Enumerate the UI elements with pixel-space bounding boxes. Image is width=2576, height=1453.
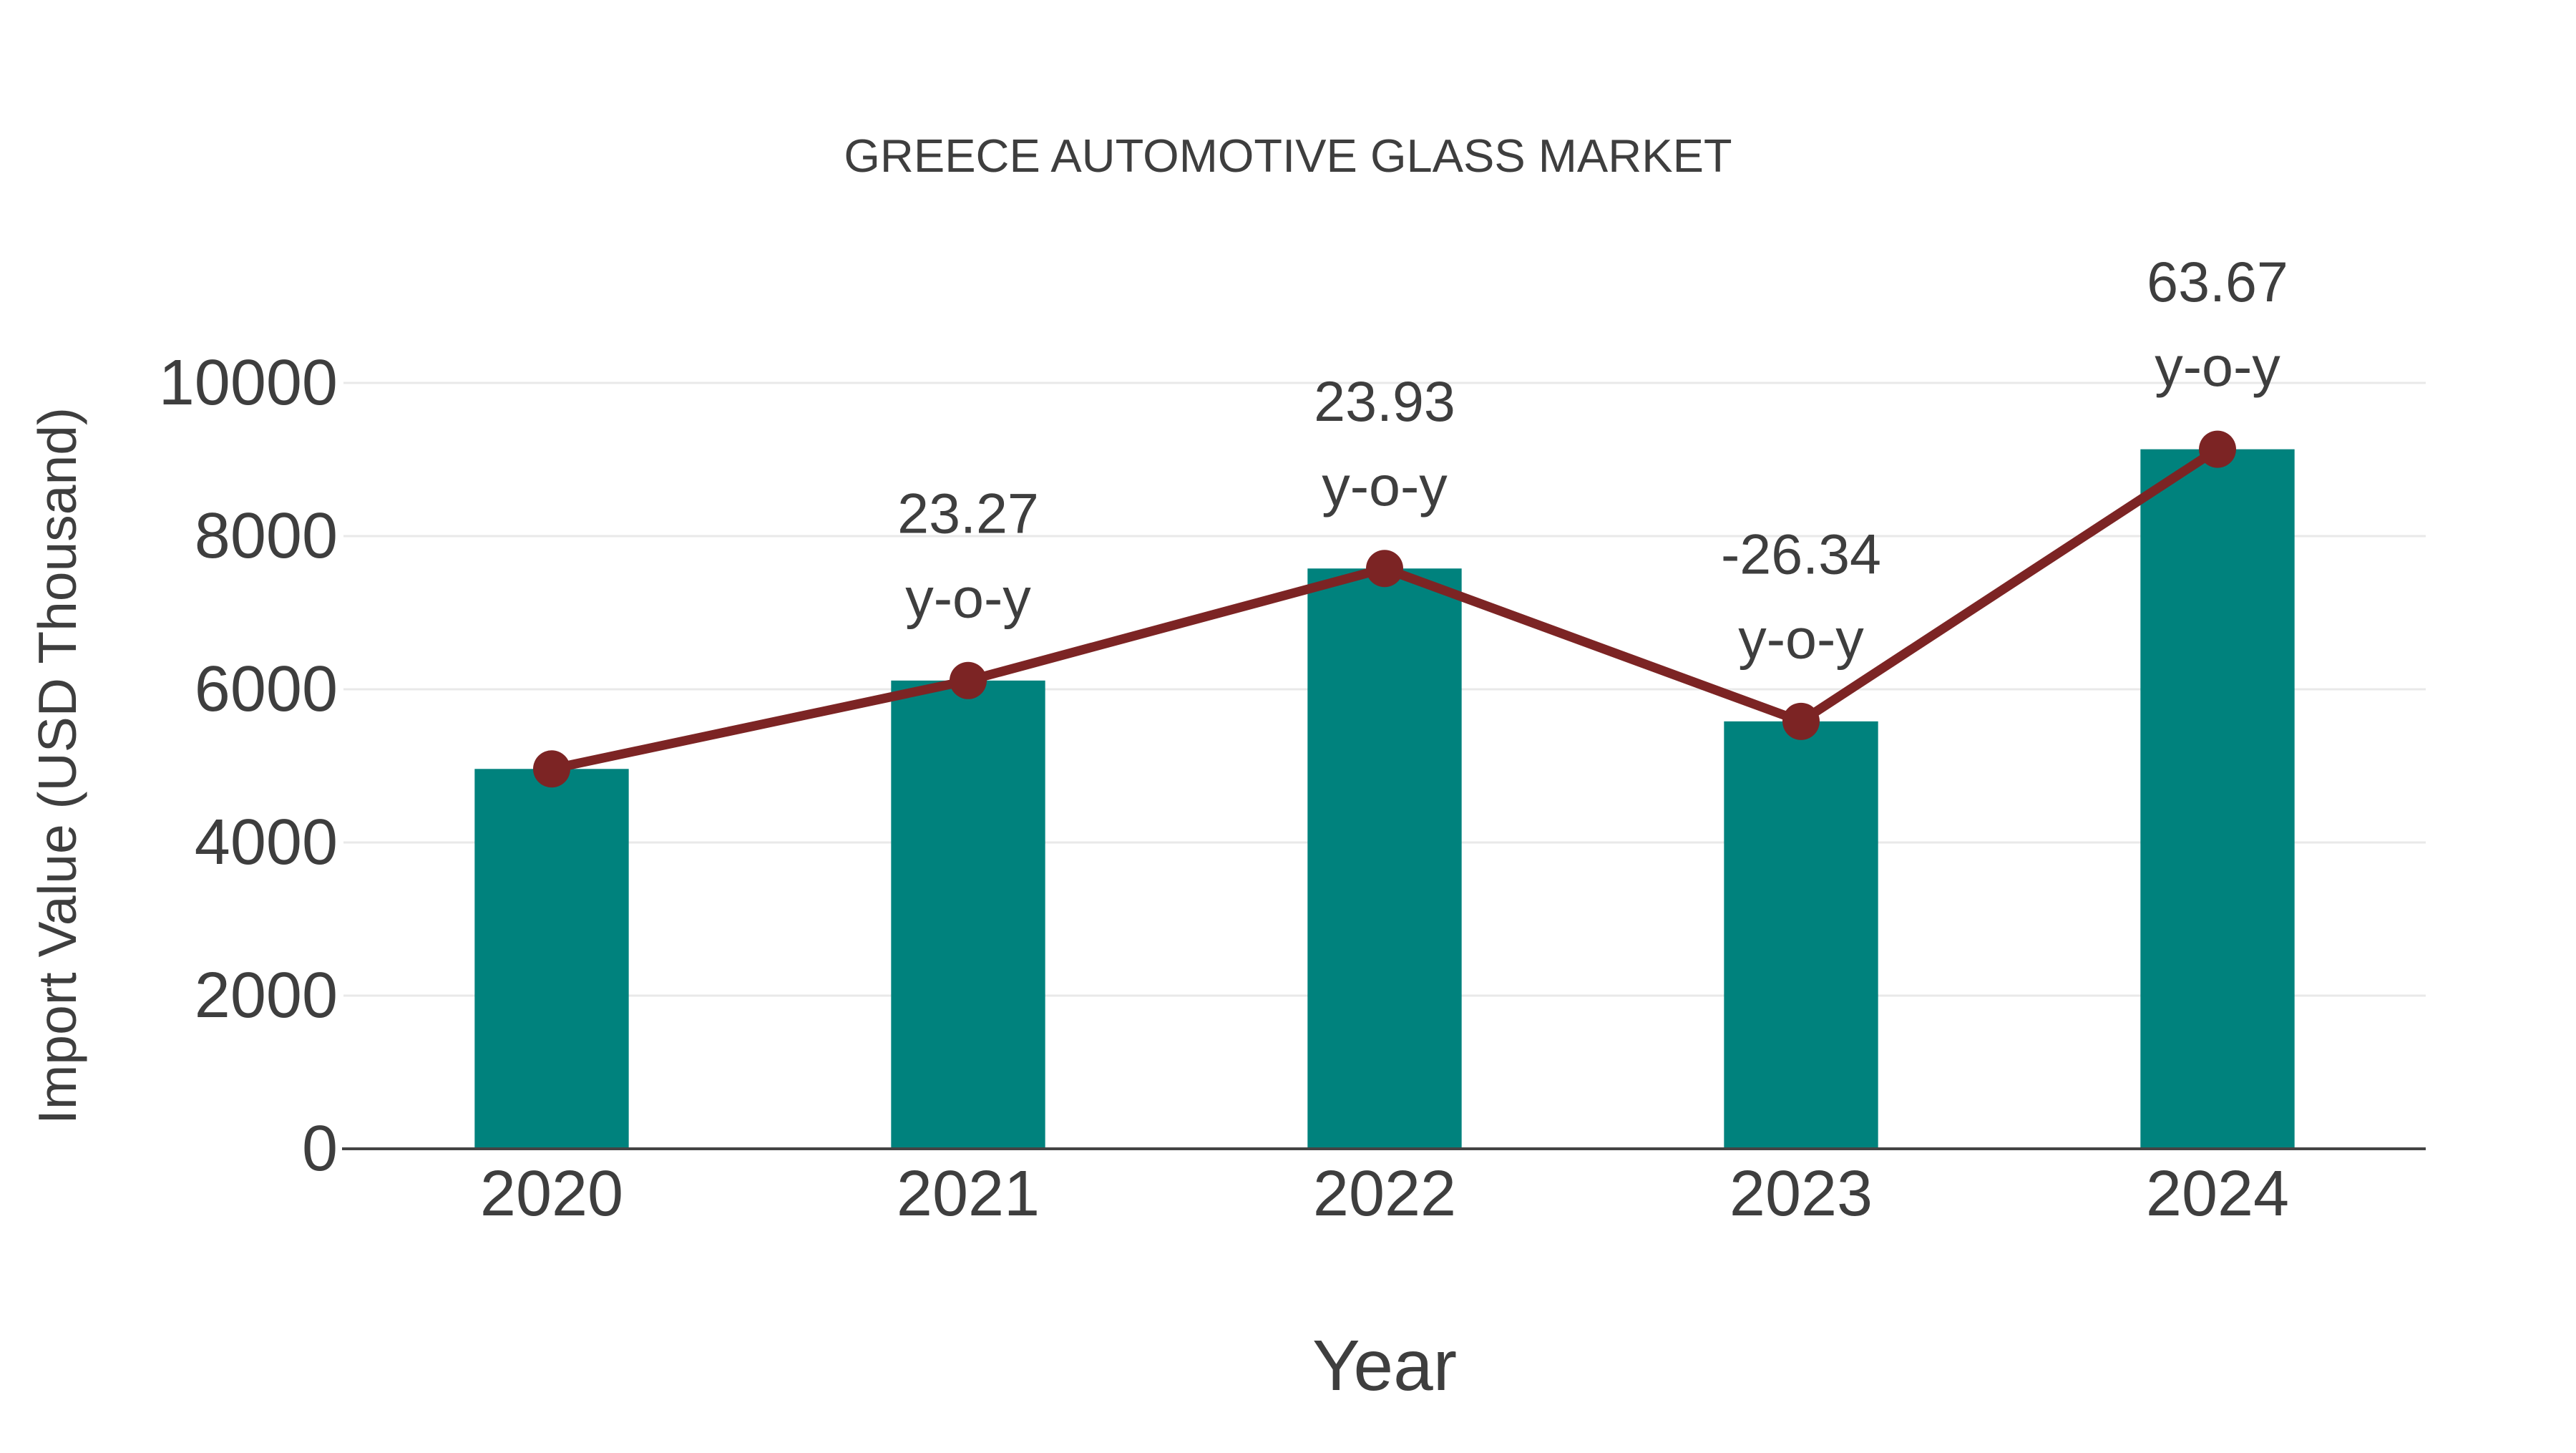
x-tick-label-2023: 2023 <box>1729 1158 1873 1230</box>
annotation-label-2021: y-o-y <box>905 565 1031 629</box>
annotation-label-2023: y-o-y <box>1738 606 1864 670</box>
tick-labels: 0 2000 4000 6000 8000 10000 2020 2021 2022 2023 20… <box>159 347 2289 1230</box>
bar-series <box>474 449 2295 1149</box>
x-tick-label-2024: 2024 <box>2146 1158 2289 1230</box>
y-tick-label-6000: 6000 <box>195 653 338 725</box>
annotation-value-2024: 63.67 <box>2147 250 2288 314</box>
annotations: 23.27 y-o-y 23.93 y-o-y -26.34 y-o-y 63.67 y-o-… <box>897 250 2288 670</box>
bar-2022[interactable] <box>1307 568 1462 1149</box>
y-tick-label-10000: 10000 <box>159 347 338 419</box>
bar-2020[interactable] <box>474 769 629 1149</box>
y-axis-title: Import Value (USD Thousand) <box>27 407 87 1124</box>
bar-2024[interactable] <box>2140 449 2295 1149</box>
annotation-value-2022: 23.93 <box>1314 369 1455 433</box>
trend-marker-2021[interactable] <box>950 661 987 699</box>
x-axis-title: Year <box>1312 1326 1457 1406</box>
y-tick-label-2000: 2000 <box>195 960 338 1031</box>
x-tick-label-2021: 2021 <box>897 1158 1040 1230</box>
x-tick-label-2022: 2022 <box>1313 1158 1456 1230</box>
annotation-label-2024: y-o-y <box>2155 334 2280 398</box>
chart-title: GREECE AUTOMOTIVE GLASS MARKET <box>844 130 1732 182</box>
y-tick-label-4000: 4000 <box>195 807 338 878</box>
trend-marker-2022[interactable] <box>1366 550 1403 588</box>
annotation-label-2022: y-o-y <box>1322 454 1448 517</box>
x-tick-label-2020: 2020 <box>480 1158 623 1230</box>
bar-2021[interactable] <box>891 680 1045 1149</box>
trend-line-series <box>533 430 2236 788</box>
trend-marker-2020[interactable] <box>533 750 570 788</box>
annotation-value-2023: -26.34 <box>1721 522 1881 585</box>
bar-2023[interactable] <box>1724 721 1878 1149</box>
trend-marker-2023[interactable] <box>1782 702 1820 740</box>
trend-marker-2024[interactable] <box>2199 430 2236 468</box>
annotation-value-2021: 23.27 <box>897 481 1039 545</box>
y-tick-label-0: 0 <box>302 1113 338 1185</box>
y-tick-label-8000: 8000 <box>195 500 338 572</box>
